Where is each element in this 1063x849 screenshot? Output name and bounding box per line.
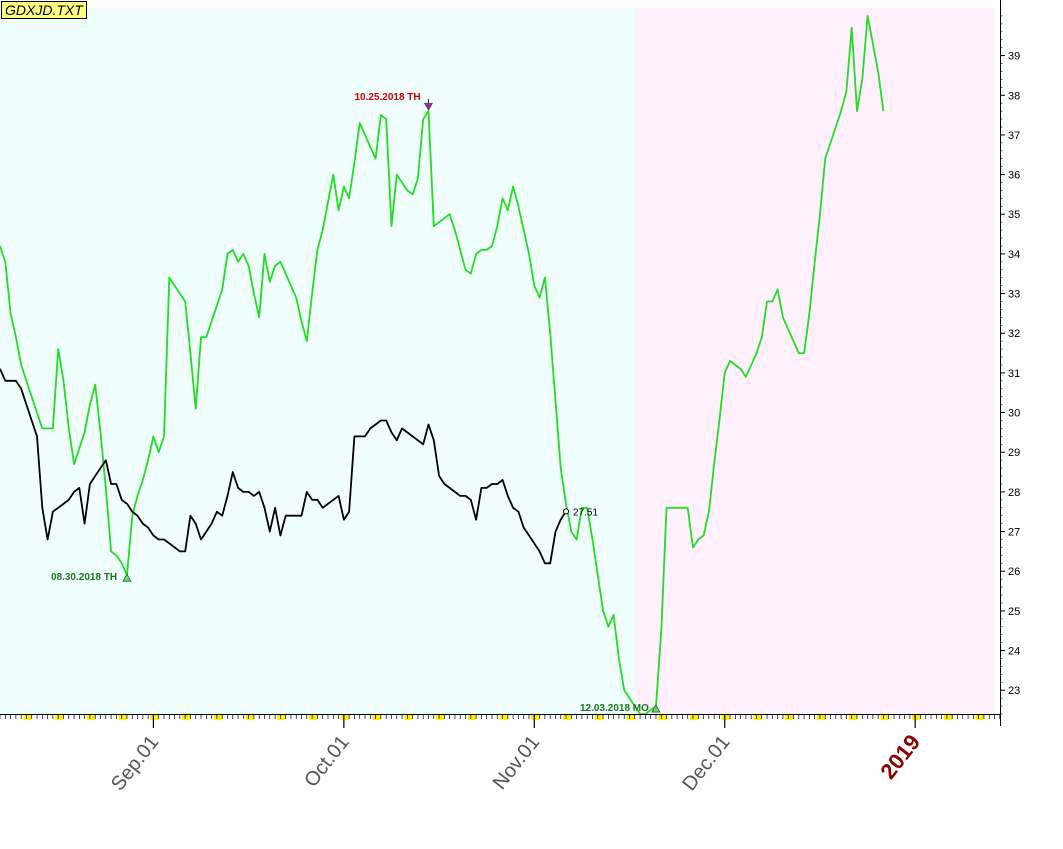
x-week-marker (848, 715, 857, 720)
x-week-marker (658, 715, 667, 720)
x-week-marker (753, 715, 762, 720)
x-week-marker (721, 715, 730, 720)
y-tick-label: 32 (1008, 328, 1020, 340)
x-tick-label: Oct.01 (300, 732, 354, 792)
x-week-marker (182, 715, 191, 720)
y-tick-label: 37 (1008, 130, 1020, 142)
series-end-marker (563, 508, 570, 515)
y-tick-label: 27 (1008, 527, 1020, 539)
x-week-marker (880, 715, 889, 720)
y-tick-label: 29 (1008, 447, 1020, 459)
x-week-marker (213, 715, 222, 720)
y-tick-label: 38 (1008, 90, 1020, 102)
x-tick-label: Nov.01 (489, 732, 544, 794)
y-tick-label: 30 (1008, 408, 1020, 420)
x-week-marker (118, 715, 127, 720)
series-line-1 (0, 368, 567, 565)
x-week-marker (340, 715, 349, 720)
x-week-marker (23, 715, 32, 720)
x-week-marker (404, 715, 413, 720)
y-tick-label: 39 (1008, 51, 1020, 63)
annotation-label: 08.30.2018 TH (51, 572, 117, 583)
x-tick-label: 2019 (875, 730, 925, 784)
y-tick-label: 33 (1008, 289, 1020, 301)
x-week-marker (86, 715, 95, 720)
x-week-marker (309, 715, 318, 720)
x-week-marker (594, 715, 603, 720)
x-week-marker (626, 715, 635, 720)
x-week-marker (245, 715, 254, 720)
x-week-marker (785, 715, 794, 720)
x-tick-label: Dec.01 (678, 732, 734, 795)
x-week-marker (912, 715, 921, 720)
y-tick-label: 34 (1008, 249, 1020, 261)
x-week-marker (943, 715, 952, 720)
x-week-marker (563, 715, 572, 720)
x-week-marker (816, 715, 825, 720)
series-end-label: 27.51 (573, 507, 598, 518)
x-week-marker (531, 715, 540, 720)
y-tick-label: 26 (1008, 566, 1020, 578)
annotation-label: 10.25.2018 TH (354, 92, 420, 103)
x-week-marker (689, 715, 698, 720)
annotation-marker (651, 704, 661, 713)
y-tick-label: 35 (1008, 209, 1020, 221)
x-week-marker (277, 715, 286, 720)
x-tick-label: Sep.01 (107, 732, 163, 795)
x-week-marker (499, 715, 508, 720)
y-tick-label: 36 (1008, 170, 1020, 182)
annotation-marker (423, 102, 434, 111)
x-week-marker (436, 715, 445, 720)
annotation-marker (122, 573, 132, 582)
series-line-0 (0, 14, 885, 715)
y-tick-label: 24 (1008, 646, 1020, 658)
x-week-marker (150, 715, 159, 720)
y-tick-label: 31 (1008, 368, 1020, 380)
y-tick-label: 23 (1008, 685, 1020, 697)
y-tick-label: 28 (1008, 487, 1020, 499)
annotation-label: 12.03.2018 MO (580, 703, 649, 714)
shading-region-1 (634, 8, 995, 714)
x-week-marker (372, 715, 381, 720)
x-week-marker (975, 715, 984, 720)
shading-region-0 (0, 8, 635, 714)
x-week-marker (55, 715, 64, 720)
file-name-label: GDXJD.TXT (1, 1, 87, 19)
y-tick-label: 25 (1008, 606, 1020, 618)
x-week-marker (467, 715, 476, 720)
